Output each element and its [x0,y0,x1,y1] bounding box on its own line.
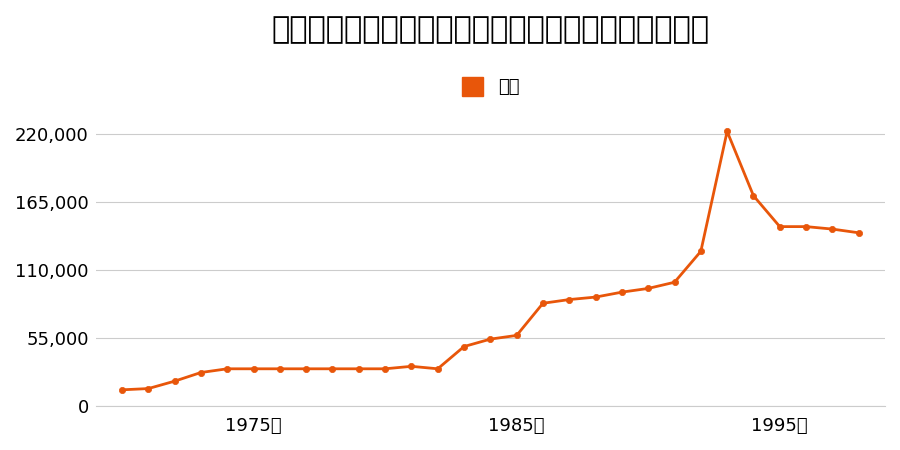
Legend: 価格: 価格 [454,70,526,104]
Title: 大阪府南河内郡太子町大字春日１８３４番の地価推移: 大阪府南河内郡太子町大字春日１８３４番の地価推移 [271,15,709,44]
